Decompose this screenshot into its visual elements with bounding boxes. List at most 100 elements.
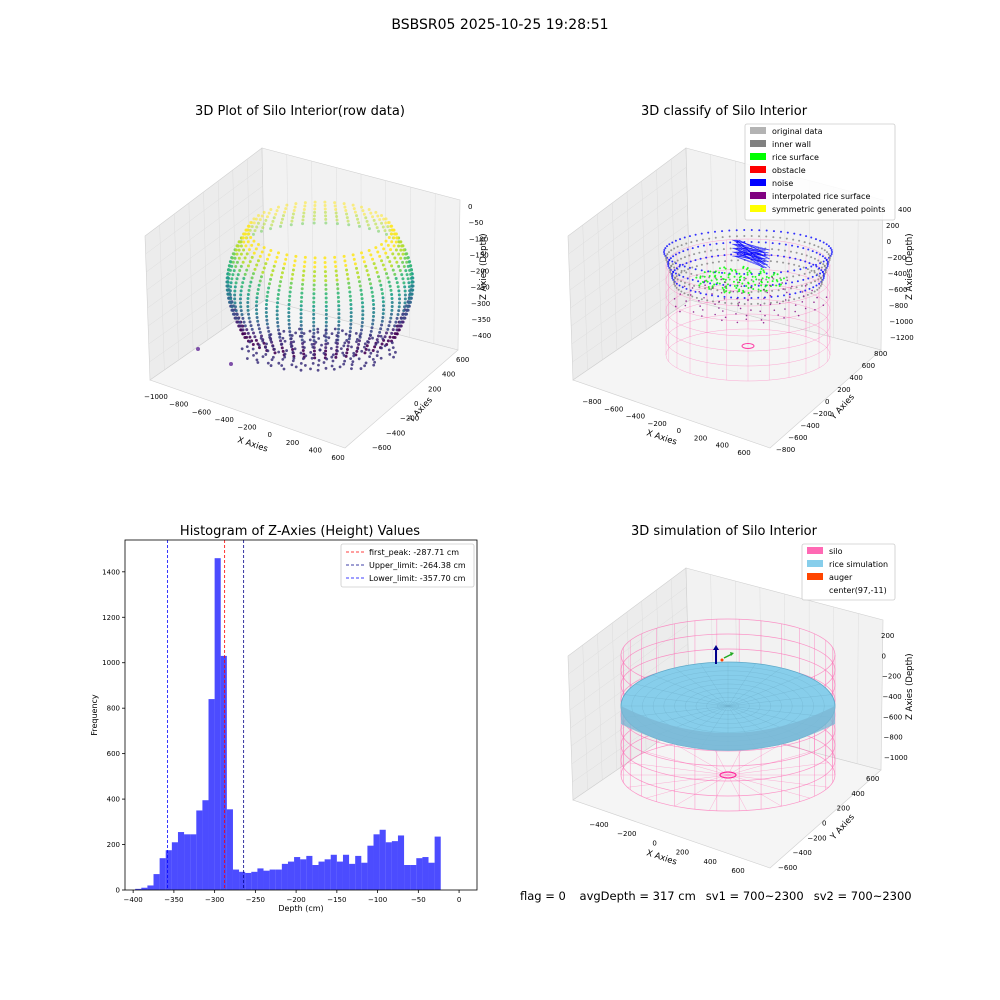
histogram-reference-lines: [167, 540, 245, 890]
histogram-bar: [416, 858, 423, 890]
classify-legend: original data inner wall rice surface obsta…: [744, 123, 896, 221]
histogram-bar: [214, 558, 221, 890]
histogram-bar: [245, 872, 252, 890]
histogram-x-label: Depth (cm): [278, 904, 323, 913]
histogram-x-tick-label: −50: [411, 896, 426, 904]
avg-depth-text: avgDepth = 317 cm: [579, 889, 696, 903]
simulation-z-tick-label: −800: [884, 734, 903, 742]
simulation-y-label: Y Axies: [828, 812, 857, 843]
histogram-bar: [159, 858, 166, 890]
panel-title-raw: 3D Plot of Silo Interior(row data): [195, 104, 405, 119]
histogram-y-label: Frequency: [90, 694, 99, 736]
classify-legend-label: interpolated rice surface: [772, 192, 870, 201]
histogram-bar: [208, 699, 215, 890]
histogram-y-tick-label: 1000: [102, 659, 120, 667]
histogram-bar: [330, 854, 337, 890]
histogram-bar: [153, 874, 160, 890]
classify-z-tick-label: −400: [888, 270, 907, 278]
classify-x-tick-label: −400: [626, 413, 645, 421]
raw-z-tick-label: −300: [471, 300, 490, 308]
histogram-x-tick-label: −150: [327, 896, 346, 904]
histogram-bar: [428, 862, 435, 890]
classify-x-tick-label: 0: [677, 427, 681, 435]
histogram-bar: [410, 865, 417, 890]
histogram-bar: [275, 869, 282, 890]
simulation-legend-label: rice simulation: [829, 560, 888, 569]
histogram-bar: [300, 859, 307, 890]
classify-x-tick-label: 600: [737, 449, 750, 457]
status-footer: flag = 0 avgDepth = 317 cm sv1 = 700~2300…: [520, 889, 922, 903]
simulation-y-tick-label: −400: [793, 849, 812, 857]
histogram-x-tick-label: −300: [205, 896, 224, 904]
histogram-x-ticks: −400 −350 −300 −250 −200 −150 −100 −50 0: [124, 890, 461, 904]
simulation-x-tick-label: 0: [652, 839, 656, 847]
panel-title-classify: 3D classify of Silo Interior: [640, 104, 808, 119]
simulation-legend-label: silo: [829, 547, 843, 556]
raw-x-tick-label: −800: [169, 401, 188, 409]
histogram-bar: [190, 834, 197, 890]
histogram-bar: [135, 888, 142, 890]
classify-x-tick-label: −600: [604, 405, 623, 413]
classify-silo-wireframe: [665, 238, 831, 382]
classify-y-tick-label: 400: [850, 374, 863, 382]
raw-y-tick-label: 400: [442, 371, 455, 379]
simulation-legend-label: center(97,-11): [829, 586, 887, 595]
histogram-bar: [434, 836, 441, 890]
histogram-bar: [391, 841, 398, 890]
classify-z-tick-label: −200: [887, 254, 906, 262]
histogram-bar: [312, 865, 319, 890]
raw-y-tick-label: 600: [456, 356, 469, 364]
panel-title-histogram: Histogram of Z-Axies (Height) Values: [179, 524, 421, 539]
raw-z-label: Z Axies (Depth): [479, 233, 489, 300]
raw-z-tick-label: −50: [469, 219, 484, 227]
histogram-bar: [397, 835, 405, 890]
classify-legend-label: original data: [772, 127, 823, 136]
histogram-bar: [257, 868, 264, 890]
simulation-z-tick-label: 200: [881, 632, 894, 640]
raw-z-tick-label: −100: [469, 235, 488, 243]
classify-z-tick-label: −1000: [889, 318, 913, 326]
histogram-bar: [184, 834, 191, 890]
classify-z-tick-label: 0: [887, 238, 891, 246]
classify-x-tick-label: 200: [694, 434, 707, 442]
simulation-x-tick-label: −200: [617, 830, 636, 838]
histogram-x-tick-label: −250: [246, 896, 265, 904]
histogram-bar: [281, 863, 288, 890]
histogram-x-tick-label: −400: [124, 896, 143, 904]
sv1-text: sv1 = 700~2300: [705, 889, 804, 903]
classify-z-tick-label: −1200: [890, 334, 914, 342]
simulation-x-tick-label: 600: [731, 867, 744, 875]
histogram-bar: [306, 855, 313, 890]
histogram-y-tick-label: 800: [107, 705, 120, 713]
histogram-bar: [361, 862, 368, 890]
histogram-bar: [422, 857, 429, 890]
classify-legend-label: obstacle: [772, 166, 806, 175]
histogram-legend-label: Upper_limit: -264.38 cm: [369, 561, 466, 570]
classify-z-tick-label: 200: [886, 222, 899, 230]
histogram-bar: [226, 809, 233, 890]
simulation-x-tick-label: −400: [589, 821, 608, 829]
classify-y-tick-label: −400: [801, 422, 820, 430]
simulation-y-tick-label: −200: [807, 834, 826, 842]
histogram-x-tick-label: 0: [457, 896, 461, 904]
simulation-z-tick-label: 0: [882, 652, 886, 660]
simulation-legend: silo rice simulation auger center(97,-11): [801, 543, 896, 601]
classify-y-tick-label: 800: [874, 350, 887, 358]
histogram-bar: [287, 861, 295, 890]
raw-z-tick-label: −400: [472, 332, 491, 340]
raw-y-tick-label: 0: [414, 400, 418, 408]
simulation-z-label: Z Axies (Depth): [905, 653, 915, 720]
histogram-bar: [385, 842, 392, 890]
simulation-z-tick-label: −600: [883, 713, 902, 721]
histogram-bar: [373, 834, 380, 890]
classify-legend-label: noise: [772, 179, 793, 188]
histogram-bar: [171, 842, 178, 890]
simulation-y-tick-label: 200: [837, 805, 850, 813]
histogram-bar: [232, 869, 240, 890]
simulation-x-tick-label: 400: [704, 858, 717, 866]
histogram-legend-label: first_peak: -287.71 cm: [369, 548, 459, 557]
histogram-bar: [269, 869, 276, 890]
